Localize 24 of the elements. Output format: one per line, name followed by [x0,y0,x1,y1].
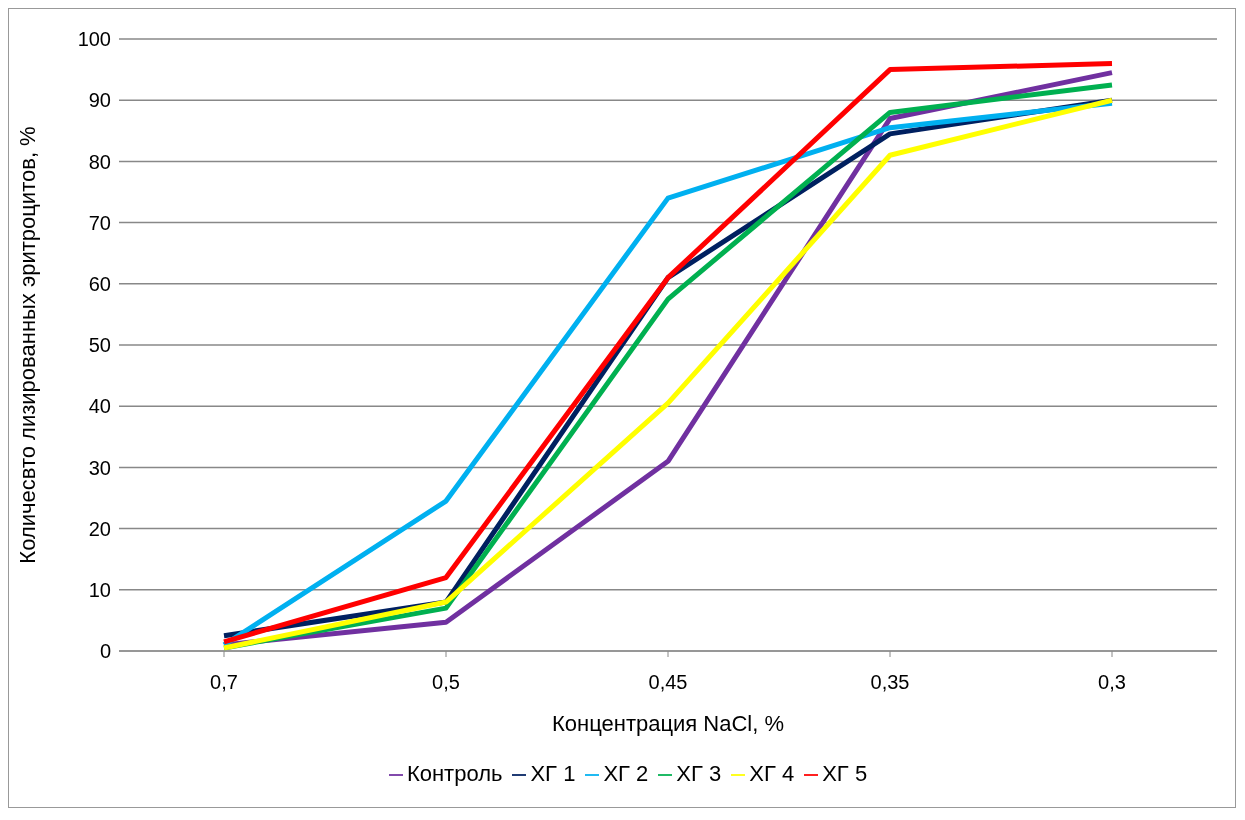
y-tick-label: 0 [99,640,111,663]
y-tick-label: 50 [88,334,111,357]
x-tick-label: 0,7 [210,671,238,694]
x-tick-label: 0,35 [870,671,910,694]
y-tick-label: 60 [88,272,111,295]
legend-label: ХГ 3 [676,761,722,786]
legend-label: Контроль [406,761,503,786]
y-axis-title: Количесвто лизированных эритроцитов, % [14,126,40,564]
y-tick-label: 70 [88,211,111,234]
x-axis-title: Концентрация NaCl, % [551,711,785,736]
legend-label: ХГ 2 [603,761,649,786]
y-tick-label: 20 [88,517,111,540]
y-tick-label: 90 [88,89,111,112]
y-tick-label: 10 [88,578,111,601]
y-tick-label: 80 [88,150,111,173]
legend-label: ХГ 5 [822,761,868,786]
x-tick-label: 0,45 [648,671,688,694]
y-tick-label: 40 [88,395,111,418]
legend-label: ХГ 1 [530,761,576,786]
y-tick-label: 30 [88,456,111,479]
y-tick-label: 100 [77,28,111,51]
x-tick-label: 0,5 [432,671,460,694]
legend-label: ХГ 4 [749,761,795,786]
x-tick-label: 0,3 [1098,671,1126,694]
